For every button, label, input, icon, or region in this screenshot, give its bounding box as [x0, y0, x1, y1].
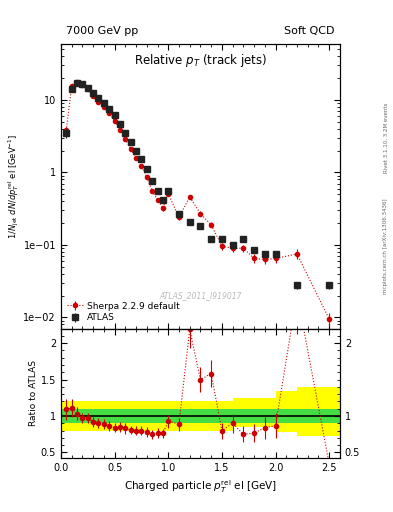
X-axis label: Charged particle $p_{T}^{\rm rel}$ el [GeV]: Charged particle $p_{T}^{\rm rel}$ el [G… [124, 479, 277, 496]
Text: ATLAS_2011_I919017: ATLAS_2011_I919017 [159, 291, 242, 300]
Text: Rivet 3.1.10, 3.2M events: Rivet 3.1.10, 3.2M events [383, 103, 388, 174]
Text: 7000 GeV pp: 7000 GeV pp [66, 27, 139, 36]
Y-axis label: Ratio to ATLAS: Ratio to ATLAS [29, 360, 38, 426]
Y-axis label: $1/N_{\rm jet}\ dN/dp^{\rm rel}_{T}\ \rm el\ [GeV^{-1}]$: $1/N_{\rm jet}\ dN/dp^{\rm rel}_{T}\ \rm… [6, 134, 21, 239]
Text: Soft QCD: Soft QCD [284, 27, 334, 36]
Text: mcplots.cern.ch [arXiv:1306.3436]: mcplots.cern.ch [arXiv:1306.3436] [383, 198, 388, 293]
Text: Relative $p_{T}$ (track jets): Relative $p_{T}$ (track jets) [134, 52, 267, 69]
Legend: Sherpa 2.2.9 default, ATLAS: Sherpa 2.2.9 default, ATLAS [65, 300, 182, 324]
